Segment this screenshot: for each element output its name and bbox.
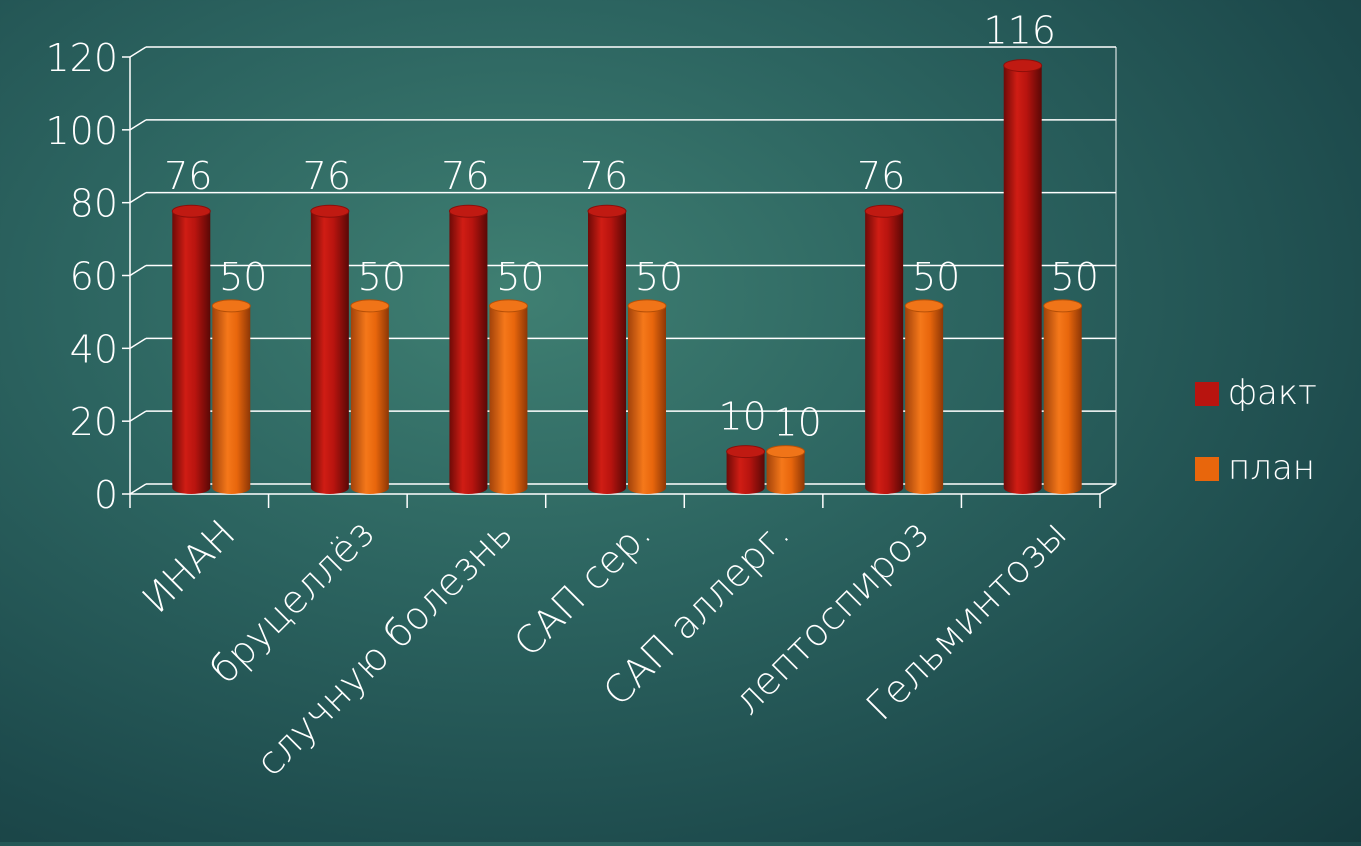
y-tick-label: 40 [70, 327, 118, 371]
data-label: 76 [441, 154, 489, 198]
floor-edge [1099, 483, 1117, 495]
bar-body [766, 451, 805, 494]
bar-plan [350, 299, 390, 494]
bar-fact [1003, 59, 1043, 494]
bar-fact [171, 204, 211, 494]
legend-swatch [1195, 457, 1219, 481]
bar-body [1003, 65, 1042, 494]
data-label: 50 [912, 255, 960, 299]
bar-top [726, 445, 766, 459]
bar-top [171, 204, 211, 218]
y-tick-label: 60 [70, 255, 118, 299]
data-label: 116 [983, 9, 1056, 53]
bar-plan [766, 445, 806, 494]
bar-body [1043, 305, 1082, 494]
bar-fact [587, 204, 627, 494]
bar-plan [211, 299, 251, 494]
gridline-depth [129, 264, 147, 277]
bar-top [1003, 59, 1043, 73]
y-tick-label: 100 [45, 109, 118, 153]
bar-top [350, 299, 390, 313]
bar-body [905, 305, 944, 494]
category-label: случную болезнь [248, 511, 521, 784]
y-tick-label: 80 [70, 182, 118, 226]
bar-top [488, 299, 528, 313]
gridline-depth [129, 46, 147, 58]
bar-top [310, 204, 350, 218]
bar-body [449, 211, 488, 494]
gridline-depth [129, 192, 147, 204]
bar-body [588, 211, 626, 494]
bar-plan [904, 299, 944, 494]
bar-plan [1043, 299, 1083, 494]
bar-body [310, 211, 349, 494]
data-label: 76 [303, 154, 351, 198]
bar-top [587, 204, 627, 218]
bar-plan [627, 299, 667, 494]
y-tick-label: 0 [94, 473, 118, 517]
bar-fact [448, 204, 488, 494]
data-label: 10 [718, 395, 766, 439]
data-label: 50 [635, 255, 683, 299]
bar-body [350, 305, 389, 494]
bar-fact [864, 204, 904, 494]
bar-top [766, 445, 806, 459]
bar-plan [488, 299, 528, 494]
bar-top [627, 299, 667, 313]
data-label: 50 [1051, 255, 1099, 299]
legend-label: план [1228, 448, 1315, 488]
bar-top [904, 299, 944, 313]
bar-body [726, 451, 765, 494]
gridline-depth [129, 483, 147, 495]
bar-top [211, 299, 251, 313]
bar-body [212, 305, 251, 494]
gridline-depth [129, 410, 147, 422]
data-label: 50 [358, 255, 406, 299]
bar-top [864, 204, 904, 218]
data-label: 76 [857, 154, 905, 198]
gridline-depth [129, 119, 147, 131]
gridline-depth [129, 337, 147, 349]
bar-top [448, 204, 488, 218]
data-label: 76 [580, 154, 628, 198]
bar-fact [310, 204, 350, 494]
category-label: ИНАН [133, 511, 243, 621]
data-label: 50 [219, 255, 267, 299]
legend-swatch [1195, 382, 1219, 406]
data-label: 76 [164, 154, 212, 198]
data-label: 10 [773, 401, 821, 445]
bar-fact [726, 445, 766, 494]
y-tick-label: 20 [70, 400, 118, 444]
bar-body [489, 305, 528, 494]
y-tick-label: 120 [45, 36, 118, 80]
bar-body [628, 305, 666, 494]
bar-body [865, 211, 904, 494]
bar-body [172, 211, 211, 494]
data-label: 50 [496, 255, 544, 299]
bar-top [1043, 299, 1083, 313]
legend-label: факт [1228, 373, 1317, 413]
